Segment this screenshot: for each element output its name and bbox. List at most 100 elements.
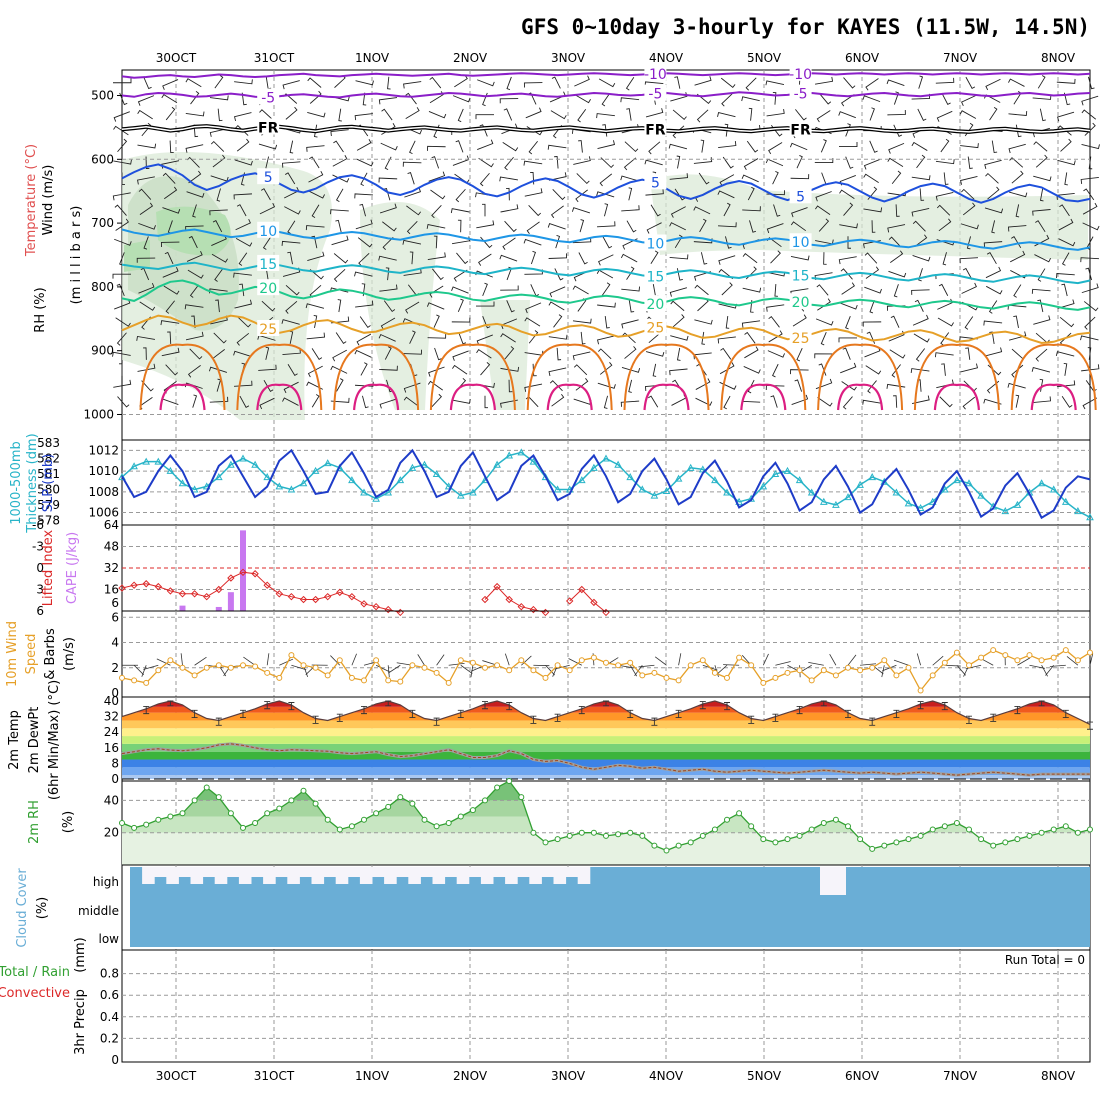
wind-barb: [817, 397, 833, 407]
minmax-bar: [724, 702, 730, 711]
bottom-date-label: 7NOV: [943, 1069, 978, 1083]
thickness-point: [372, 494, 380, 502]
contour-label-temp_25: 25: [792, 331, 810, 347]
wind-barb: [554, 268, 564, 281]
wind10m-barb: [829, 654, 837, 666]
temperature-contour-30: [236, 343, 323, 411]
wind-barb: [670, 335, 689, 341]
wind-barb: [913, 333, 930, 343]
wind-barb: [143, 76, 152, 90]
wind-barb: [1057, 299, 1075, 309]
wind10m-point: [252, 663, 259, 670]
wind-barb: [1013, 315, 1019, 329]
wind-barb: [432, 268, 444, 281]
wind-barb: [428, 171, 446, 182]
wind-barb: [330, 397, 350, 403]
wind-barb: [285, 284, 300, 296]
wind-barb: [526, 221, 540, 235]
cloud-high-gap: [493, 867, 506, 877]
contour-label-temp_15: 15: [646, 270, 664, 286]
wind-barb: [791, 207, 808, 218]
wind-barb: [604, 203, 609, 217]
wind10m-point: [494, 662, 501, 669]
upper-ylabels-top: Wind (m/s)Temperature (°C): [24, 144, 56, 257]
wind-barb: [359, 203, 366, 217]
wind10m-barb: [893, 659, 909, 666]
lifted-index-point: [251, 570, 259, 578]
temp-band: [122, 759, 1090, 768]
wind-barb: [524, 317, 541, 327]
wind-barb: [750, 300, 754, 313]
wind-barb: [549, 286, 566, 298]
wind10m-point: [506, 667, 513, 674]
wind-barb: [986, 251, 997, 265]
thickness-point: [444, 482, 453, 490]
wind10m-point: [845, 664, 851, 671]
wind-barb: [313, 315, 318, 329]
rh2m-point: [893, 839, 900, 846]
wind-barb: [676, 155, 681, 169]
wind-barb: [404, 187, 421, 198]
wind-barb: [1034, 254, 1051, 263]
cloud-high-gap: [154, 867, 167, 877]
wind10m-barb: [521, 655, 532, 666]
wind-barb: [599, 362, 613, 375]
wind-barb: [234, 299, 253, 309]
wind-barb: [911, 289, 930, 295]
lifted-index-point: [517, 602, 526, 611]
wind-barb: [428, 366, 445, 377]
wind-barb: [626, 108, 632, 121]
wind-barb: [306, 381, 323, 390]
upper-wind-barbs: [112, 74, 1100, 410]
wind-barb: [191, 315, 196, 329]
top-date-label: 1NOV: [355, 51, 390, 65]
ytick-label: 700: [91, 216, 114, 230]
wind-barb: [457, 298, 464, 312]
wind-barb: [1061, 252, 1070, 266]
contour-label-temp_5: 5: [264, 170, 273, 186]
temperature-contour-35: [1030, 383, 1077, 411]
wind-barb: [259, 397, 275, 410]
precip-tick-label: 0.2: [100, 1031, 119, 1045]
wind-barb: [698, 172, 710, 185]
contour-label-bg: [257, 320, 280, 336]
wind10m-point: [953, 649, 960, 656]
wind-barb: [1039, 108, 1046, 122]
wind-barb: [575, 378, 589, 391]
temperature-contour-30: [139, 343, 226, 411]
slp-tick-label: 1006: [88, 506, 119, 520]
cloud-high-gap: [214, 867, 228, 884]
thickness-point: [614, 460, 622, 468]
wind-barb: [262, 236, 272, 250]
wind10m-point: [857, 667, 864, 674]
thickness-point: [360, 488, 368, 496]
wind10m-barb: [944, 664, 961, 667]
wind-barb: [841, 381, 857, 391]
wind-barb: [192, 394, 198, 408]
wind-barb: [258, 143, 278, 150]
contour-label-bg: [789, 187, 812, 204]
wind-barb: [433, 235, 438, 249]
wind-barb: [164, 186, 178, 200]
wind-barb: [766, 304, 785, 312]
wind-barb: [985, 285, 1003, 295]
temp-tick-label: 32: [104, 710, 119, 724]
rh2m-point: [711, 826, 718, 833]
rh2m-point: [978, 836, 985, 843]
wind-barb: [960, 143, 979, 149]
thickness-point: [214, 473, 223, 481]
wind-barb: [139, 202, 154, 216]
thickness-point: [819, 497, 828, 505]
minmax-bar: [772, 713, 779, 722]
rh2m-point: [857, 836, 864, 843]
minmax-bar: [215, 717, 222, 726]
wind-barb: [451, 286, 469, 294]
lifted-index-point: [299, 595, 308, 604]
wind10m-barb: [156, 658, 171, 666]
wind-barb: [114, 204, 127, 216]
panel-ylabel: CAPE (J/kg): [65, 532, 80, 604]
cloud-ylabels: Cloud Cover (%): [15, 868, 50, 948]
rh2m-point: [215, 794, 222, 801]
contour-label-freezing: FR: [645, 122, 666, 138]
rh2m-point: [1050, 826, 1057, 833]
